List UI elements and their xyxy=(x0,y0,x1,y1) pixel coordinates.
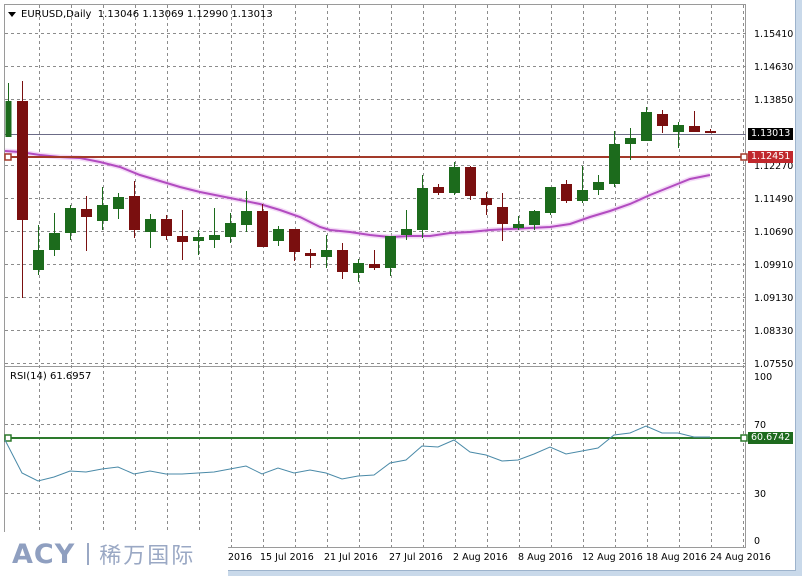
dropdown-triangle-icon[interactable] xyxy=(8,11,16,17)
logo-divider xyxy=(87,543,90,565)
moving-average-line xyxy=(4,148,711,240)
date-label: 18 Aug 2016 xyxy=(646,552,707,563)
date-label: 2 Aug 2016 xyxy=(453,552,508,563)
rsi-level-tag: 60.6742 xyxy=(748,432,794,444)
candles xyxy=(5,81,716,298)
svg-text:1.07550: 1.07550 xyxy=(754,359,793,370)
date-label: 24 Aug 2016 xyxy=(710,552,771,563)
svg-text:1.09130: 1.09130 xyxy=(754,293,793,304)
svg-text:0: 0 xyxy=(754,536,760,547)
logo-chinese: 稀万国际 xyxy=(99,544,196,569)
axis-labels: 1.15410 1.14630 1.13850 1.12270 1.11490 1.106… xyxy=(754,29,793,547)
ohlc-values: 1.13046 1.13069 1.12990 1.13013 xyxy=(97,9,273,20)
svg-text:70: 70 xyxy=(754,420,766,431)
svg-text:1.08330: 1.08330 xyxy=(754,326,793,337)
plot-frame xyxy=(4,4,746,548)
horizontal-lines[interactable] xyxy=(4,134,748,442)
hline-price-tag: 1.12451 xyxy=(748,151,794,163)
svg-text:1.14630: 1.14630 xyxy=(754,62,793,73)
grid xyxy=(5,5,746,547)
svg-text:1.09910: 1.09910 xyxy=(754,260,793,271)
watermark-logo: ACY 稀万国际 xyxy=(0,532,228,576)
logo-brand: ACY xyxy=(12,538,76,570)
svg-text:100: 100 xyxy=(754,372,772,383)
date-label: 21 Jul 2016 xyxy=(324,552,378,563)
date-label: 2016 xyxy=(228,552,253,563)
rsi-line xyxy=(4,425,710,482)
svg-text:1.11490: 1.11490 xyxy=(754,194,793,205)
date-label: 12 Aug 2016 xyxy=(582,552,643,563)
date-label: 15 Jul 2016 xyxy=(260,552,314,563)
svg-text:1.10690: 1.10690 xyxy=(754,227,793,238)
last-price-tag: 1.13013 xyxy=(748,128,794,140)
date-label: 8 Aug 2016 xyxy=(518,552,573,563)
svg-text:1.13850: 1.13850 xyxy=(754,95,793,106)
chart-title: EURUSD,Daily 1.13046 1.13069 1.12990 1.1… xyxy=(8,9,273,20)
rsi-title: RSI(14) 61.6957 xyxy=(10,371,92,382)
svg-text:30: 30 xyxy=(754,489,766,500)
symbol-timeframe: EURUSD,Daily xyxy=(21,9,92,20)
svg-text:1.12270: 1.12270 xyxy=(754,161,793,172)
date-label: 27 Jul 2016 xyxy=(389,552,443,563)
svg-text:1.15410: 1.15410 xyxy=(754,29,793,40)
